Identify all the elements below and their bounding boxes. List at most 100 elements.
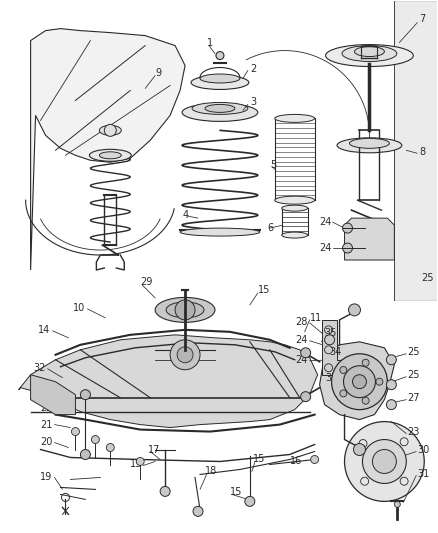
Text: 33: 33 <box>325 373 338 383</box>
Ellipse shape <box>342 46 397 61</box>
Text: 20: 20 <box>40 437 53 447</box>
Ellipse shape <box>282 232 307 238</box>
Text: 28: 28 <box>295 317 307 327</box>
Circle shape <box>136 457 144 465</box>
Circle shape <box>160 487 170 496</box>
Circle shape <box>353 375 367 389</box>
Circle shape <box>311 456 318 464</box>
Polygon shape <box>31 29 185 270</box>
Text: 9: 9 <box>155 68 161 77</box>
Text: 24: 24 <box>295 335 307 345</box>
Circle shape <box>106 443 114 451</box>
Text: 24: 24 <box>295 355 307 365</box>
Text: 25: 25 <box>407 347 420 357</box>
Circle shape <box>343 366 375 398</box>
Text: 32: 32 <box>33 363 46 373</box>
Circle shape <box>394 502 400 507</box>
Text: 14: 14 <box>38 325 50 335</box>
Text: 15: 15 <box>258 285 270 295</box>
Text: 10: 10 <box>73 303 85 313</box>
Ellipse shape <box>275 115 314 123</box>
Ellipse shape <box>180 228 260 236</box>
Circle shape <box>332 354 387 410</box>
Circle shape <box>340 367 347 374</box>
Circle shape <box>363 440 406 483</box>
Text: 30: 30 <box>417 445 430 455</box>
Text: 15: 15 <box>130 459 142 470</box>
Ellipse shape <box>350 139 389 148</box>
Polygon shape <box>321 320 342 375</box>
Ellipse shape <box>155 297 215 322</box>
Circle shape <box>177 347 193 363</box>
Text: 15: 15 <box>230 487 242 497</box>
Text: 25: 25 <box>421 273 434 283</box>
Text: 35: 35 <box>325 328 337 338</box>
Ellipse shape <box>166 302 204 318</box>
Circle shape <box>376 378 383 385</box>
Circle shape <box>104 124 117 136</box>
Circle shape <box>372 449 396 473</box>
Text: 24: 24 <box>319 243 332 253</box>
Circle shape <box>245 496 255 506</box>
Ellipse shape <box>191 76 249 90</box>
Text: 8: 8 <box>419 147 425 157</box>
Circle shape <box>362 397 369 404</box>
Text: 2: 2 <box>250 63 256 74</box>
Polygon shape <box>31 375 75 415</box>
Circle shape <box>81 390 90 400</box>
Text: 31: 31 <box>417 470 430 480</box>
Circle shape <box>300 348 311 358</box>
Ellipse shape <box>192 102 248 115</box>
Circle shape <box>216 52 224 60</box>
Circle shape <box>353 443 365 456</box>
Ellipse shape <box>354 46 385 56</box>
Circle shape <box>325 335 335 345</box>
Circle shape <box>81 449 90 459</box>
Polygon shape <box>19 335 318 427</box>
Text: 19: 19 <box>40 472 53 482</box>
Text: 22: 22 <box>40 402 53 413</box>
Polygon shape <box>320 342 394 419</box>
Text: 34: 34 <box>329 347 342 357</box>
Ellipse shape <box>282 205 307 211</box>
Text: 25: 25 <box>407 370 420 379</box>
Ellipse shape <box>205 104 235 112</box>
Ellipse shape <box>200 74 240 83</box>
Circle shape <box>362 359 369 366</box>
Polygon shape <box>345 218 394 260</box>
Circle shape <box>345 422 424 502</box>
Ellipse shape <box>182 103 258 122</box>
Ellipse shape <box>337 138 402 153</box>
Circle shape <box>386 379 396 390</box>
Text: 15: 15 <box>253 455 265 464</box>
Circle shape <box>349 304 360 316</box>
Text: 4: 4 <box>182 210 188 220</box>
Ellipse shape <box>99 125 121 135</box>
Text: 17: 17 <box>148 445 161 455</box>
Text: 6: 6 <box>268 223 274 233</box>
Circle shape <box>300 392 311 402</box>
Text: 23: 23 <box>407 426 420 437</box>
Text: 16: 16 <box>290 456 302 466</box>
Circle shape <box>343 243 353 253</box>
Ellipse shape <box>99 152 121 159</box>
Polygon shape <box>394 1 437 300</box>
Circle shape <box>175 300 195 320</box>
Ellipse shape <box>89 149 131 161</box>
Text: 27: 27 <box>407 393 420 402</box>
Circle shape <box>170 340 200 370</box>
Ellipse shape <box>325 45 413 67</box>
Circle shape <box>386 355 396 365</box>
Circle shape <box>340 390 347 397</box>
Circle shape <box>92 435 99 443</box>
Text: 5: 5 <box>270 160 276 170</box>
Text: 21: 21 <box>40 419 53 430</box>
Text: 29: 29 <box>140 277 152 287</box>
Text: 3: 3 <box>250 98 256 108</box>
Text: 1: 1 <box>207 38 213 47</box>
Text: 18: 18 <box>205 466 217 477</box>
Text: 11: 11 <box>310 313 322 323</box>
Text: 7: 7 <box>419 14 425 23</box>
Text: 24: 24 <box>319 217 332 227</box>
Ellipse shape <box>275 196 314 204</box>
